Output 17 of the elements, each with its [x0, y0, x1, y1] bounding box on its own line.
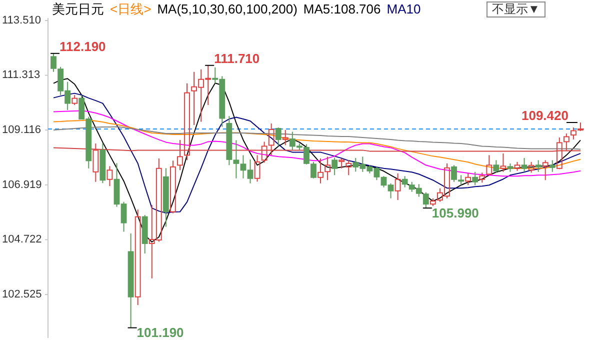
chart-subtitle: <日线>	[110, 1, 152, 16]
chart-title: 美元日元	[52, 1, 104, 16]
text: 111.710	[214, 50, 260, 66]
text: 不显示▼	[492, 2, 540, 16]
text: MA(5,10,30,60,100,200)	[157, 1, 298, 16]
y-tick-label: 104.722	[2, 234, 42, 246]
text: MA10	[386, 1, 421, 16]
text: 112.190	[60, 38, 106, 54]
y-tick-label: 106.919	[2, 178, 42, 191]
text: 101.190	[136, 325, 184, 340]
text: 109.420	[521, 108, 568, 123]
y-tick-label: 102.525	[2, 288, 42, 300]
y-tick-label: 109.116	[2, 124, 41, 136]
y-tick-label: 113.510	[2, 14, 41, 26]
text: 105.990	[432, 205, 479, 220]
text: MA5:108.706	[303, 1, 381, 16]
y-tick-label: 111.313	[2, 69, 40, 82]
